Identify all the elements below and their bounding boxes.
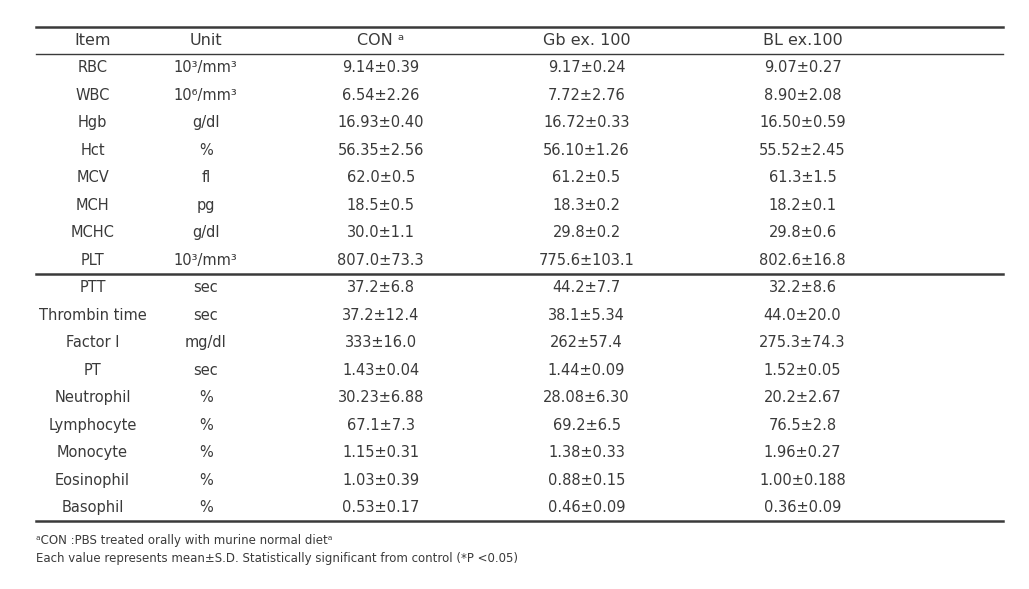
Text: sec: sec (193, 307, 218, 323)
Text: ᵃCON :PBS treated orally with murine normal dietᵃ: ᵃCON :PBS treated orally with murine nor… (36, 534, 332, 547)
Text: 56.10±1.26: 56.10±1.26 (543, 143, 630, 158)
Text: Factor I: Factor I (66, 335, 119, 350)
Text: WBC: WBC (75, 88, 110, 102)
Text: 44.0±20.0: 44.0±20.0 (764, 307, 842, 323)
Text: 262±57.4: 262±57.4 (551, 335, 623, 350)
Text: 1.38±0.33: 1.38±0.33 (548, 445, 625, 460)
Text: 16.72±0.33: 16.72±0.33 (543, 115, 630, 130)
Text: 67.1±7.3: 67.1±7.3 (347, 418, 415, 432)
Text: 275.3±74.3: 275.3±74.3 (759, 335, 846, 350)
Text: 0.46±0.09: 0.46±0.09 (547, 500, 626, 515)
Text: BL ex.100: BL ex.100 (762, 33, 843, 48)
Text: 62.0±0.5: 62.0±0.5 (347, 170, 415, 185)
Text: Neutrophil: Neutrophil (55, 390, 131, 405)
Text: 76.5±2.8: 76.5±2.8 (769, 418, 837, 432)
Text: %: % (199, 390, 213, 405)
Text: PTT: PTT (79, 280, 106, 295)
Text: 1.03±0.39: 1.03±0.39 (343, 472, 419, 488)
Text: 20.2±2.67: 20.2±2.67 (764, 390, 842, 405)
Text: RBC: RBC (77, 60, 108, 75)
Text: Basophil: Basophil (62, 500, 123, 515)
Text: 16.93±0.40: 16.93±0.40 (338, 115, 424, 130)
Text: 0.53±0.17: 0.53±0.17 (342, 500, 420, 515)
Text: 1.44±0.09: 1.44±0.09 (547, 363, 626, 378)
Text: 38.1±5.34: 38.1±5.34 (548, 307, 625, 323)
Text: 9.17±0.24: 9.17±0.24 (547, 60, 626, 75)
Text: sec: sec (193, 280, 218, 295)
Text: 1.43±0.04: 1.43±0.04 (342, 363, 420, 378)
Text: %: % (199, 418, 213, 432)
Text: 37.2±12.4: 37.2±12.4 (342, 307, 420, 323)
Text: 18.2±0.1: 18.2±0.1 (769, 198, 837, 213)
Text: 16.50±0.59: 16.50±0.59 (759, 115, 846, 130)
Text: 7.72±2.76: 7.72±2.76 (547, 88, 626, 102)
Text: Gb ex. 100: Gb ex. 100 (542, 33, 631, 48)
Text: fl: fl (202, 170, 210, 185)
Text: 10³/mm³: 10³/mm³ (174, 60, 238, 75)
Text: Hct: Hct (80, 143, 105, 158)
Text: 9.14±0.39: 9.14±0.39 (343, 60, 419, 75)
Text: 1.52±0.05: 1.52±0.05 (764, 363, 842, 378)
Text: g/dl: g/dl (192, 225, 219, 240)
Text: 1.00±0.188: 1.00±0.188 (759, 472, 846, 488)
Text: 0.88±0.15: 0.88±0.15 (547, 472, 626, 488)
Text: %: % (199, 472, 213, 488)
Text: 6.54±2.26: 6.54±2.26 (342, 88, 420, 102)
Text: 8.90±2.08: 8.90±2.08 (764, 88, 842, 102)
Text: Thrombin time: Thrombin time (39, 307, 146, 323)
Text: 1.15±0.31: 1.15±0.31 (343, 445, 419, 460)
Text: 37.2±6.8: 37.2±6.8 (347, 280, 415, 295)
Text: %: % (199, 143, 213, 158)
Text: MCV: MCV (76, 170, 109, 185)
Text: Unit: Unit (189, 33, 222, 48)
Text: 61.3±1.5: 61.3±1.5 (769, 170, 837, 185)
Text: Each value represents mean±S.D. Statistically significant from control (*P <0.05: Each value represents mean±S.D. Statisti… (36, 552, 518, 565)
Text: sec: sec (193, 363, 218, 378)
Text: %: % (199, 500, 213, 515)
Text: pg: pg (197, 198, 215, 213)
Text: 44.2±7.7: 44.2±7.7 (553, 280, 620, 295)
Text: 55.52±2.45: 55.52±2.45 (759, 143, 846, 158)
Text: CON ᵃ: CON ᵃ (357, 33, 404, 48)
Text: 1.96±0.27: 1.96±0.27 (764, 445, 842, 460)
Text: %: % (199, 445, 213, 460)
Text: 18.3±0.2: 18.3±0.2 (553, 198, 620, 213)
Text: 0.36±0.09: 0.36±0.09 (764, 500, 842, 515)
Text: 10³/mm³: 10³/mm³ (174, 253, 238, 267)
Text: mg/dl: mg/dl (185, 335, 226, 350)
Text: 10⁶/mm³: 10⁶/mm³ (174, 88, 238, 102)
Text: 802.6±16.8: 802.6±16.8 (759, 253, 846, 267)
Text: 18.5±0.5: 18.5±0.5 (347, 198, 415, 213)
Text: 32.2±8.6: 32.2±8.6 (769, 280, 837, 295)
Text: 29.8±0.6: 29.8±0.6 (769, 225, 837, 240)
Text: Item: Item (74, 33, 111, 48)
Text: 69.2±6.5: 69.2±6.5 (553, 418, 620, 432)
Text: PLT: PLT (80, 253, 105, 267)
Text: 29.8±0.2: 29.8±0.2 (553, 225, 620, 240)
Text: g/dl: g/dl (192, 115, 219, 130)
Text: 56.35±2.56: 56.35±2.56 (338, 143, 424, 158)
Text: Lymphocyte: Lymphocyte (48, 418, 137, 432)
Text: Hgb: Hgb (78, 115, 107, 130)
Text: MCHC: MCHC (71, 225, 114, 240)
Text: 30.23±6.88: 30.23±6.88 (338, 390, 424, 405)
Text: 61.2±0.5: 61.2±0.5 (553, 170, 620, 185)
Text: 28.08±6.30: 28.08±6.30 (543, 390, 630, 405)
Text: PT: PT (83, 363, 102, 378)
Text: MCH: MCH (76, 198, 109, 213)
Text: Eosinophil: Eosinophil (56, 472, 130, 488)
Text: 333±16.0: 333±16.0 (345, 335, 417, 350)
Text: Monocyte: Monocyte (58, 445, 128, 460)
Text: 775.6±103.1: 775.6±103.1 (538, 253, 635, 267)
Text: 807.0±73.3: 807.0±73.3 (338, 253, 424, 267)
Text: 30.0±1.1: 30.0±1.1 (347, 225, 415, 240)
Text: 9.07±0.27: 9.07±0.27 (764, 60, 842, 75)
